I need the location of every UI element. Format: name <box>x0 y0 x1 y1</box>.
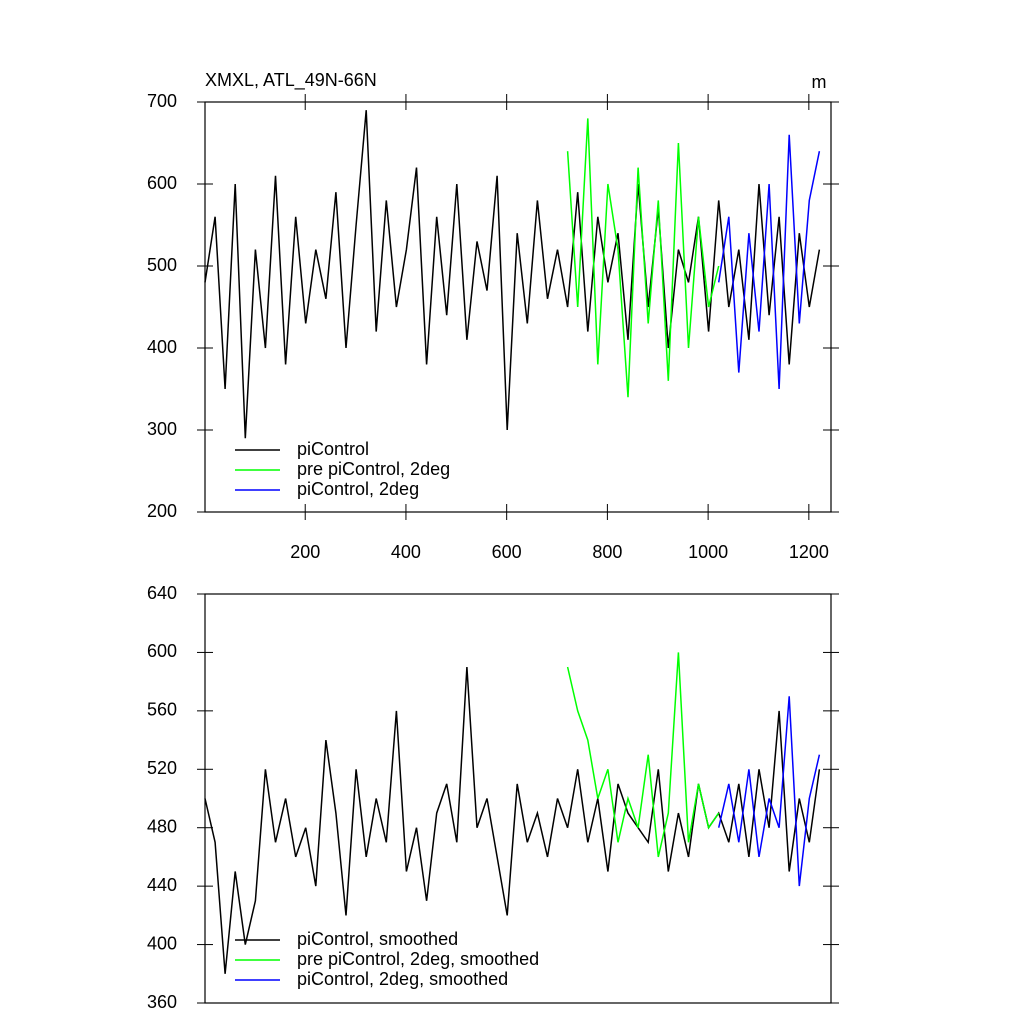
series-line <box>566 652 720 858</box>
x-tick-label: 400 <box>391 542 421 562</box>
legend-label: piControl, 2deg <box>297 479 419 499</box>
chart-title: XMXL, ATL_49N-66N <box>205 70 377 91</box>
x-tick-label: 600 <box>492 542 522 562</box>
legend-label: piControl, smoothed <box>297 929 458 949</box>
legend-label: piControl <box>297 439 369 459</box>
legend-label: piControl, 2deg, smoothed <box>297 969 508 989</box>
legend-label: pre piControl, 2deg, smoothed <box>297 949 539 969</box>
y-tick-label: 480 <box>147 816 177 836</box>
y-tick-label: 200 <box>147 501 177 521</box>
series-line <box>717 134 821 390</box>
y-tick-label: 640 <box>147 583 177 603</box>
y-tick-label: 360 <box>147 992 177 1012</box>
x-tick-label: 200 <box>290 542 320 562</box>
y-tick-label: 400 <box>147 933 177 953</box>
y-tick-label: 300 <box>147 419 177 439</box>
x-tick-label: 800 <box>592 542 622 562</box>
units-label: m <box>812 72 827 92</box>
y-tick-label: 500 <box>147 255 177 275</box>
series-line <box>204 110 821 439</box>
y-tick-label: 600 <box>147 173 177 193</box>
series-line <box>566 118 720 398</box>
y-tick-label: 700 <box>147 91 177 111</box>
plot-frame <box>204 593 832 1004</box>
legend-label: pre piControl, 2deg <box>297 459 450 479</box>
y-tick-label: 600 <box>147 641 177 661</box>
series-line <box>717 696 821 887</box>
y-tick-label: 440 <box>147 875 177 895</box>
x-tick-label: 1000 <box>688 542 728 562</box>
y-tick-label: 560 <box>147 700 177 720</box>
y-tick-label: 400 <box>147 337 177 357</box>
x-tick-label: 1200 <box>789 542 829 562</box>
plot-frame <box>204 101 832 513</box>
y-tick-label: 520 <box>147 758 177 778</box>
